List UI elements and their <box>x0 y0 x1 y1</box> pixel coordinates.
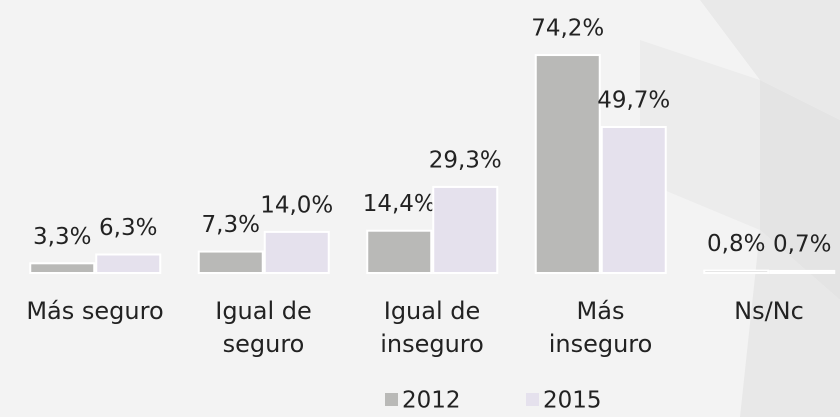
legend-swatch <box>385 393 398 406</box>
background-shape <box>740 230 840 417</box>
value-label: 3,3% <box>33 224 91 250</box>
bar <box>29 262 96 274</box>
x-tick-label: Ns/Nc <box>734 297 804 325</box>
bar <box>432 185 499 274</box>
bar <box>366 229 433 274</box>
value-label: 6,3% <box>99 215 157 241</box>
value-label: 49,7% <box>597 88 670 114</box>
bar <box>703 269 770 274</box>
value-label: 14,0% <box>260 192 333 218</box>
background-shape <box>700 0 840 120</box>
bar <box>769 269 836 275</box>
x-tick-label: Más inseguro <box>548 297 653 358</box>
bar <box>534 54 601 274</box>
bar <box>263 230 330 274</box>
legend-label: 2015 <box>543 388 602 414</box>
bar <box>95 253 162 274</box>
background-shape <box>640 40 760 230</box>
value-label: 0,8% <box>707 231 765 257</box>
value-label: 7,3% <box>202 212 260 238</box>
x-tick-label: Igual de seguro <box>215 297 312 358</box>
value-label: 0,7% <box>773 231 831 257</box>
value-label: 29,3% <box>429 147 502 173</box>
legend-label: 2012 <box>402 388 461 414</box>
background-shape <box>760 80 840 300</box>
x-tick-label: Igual de inseguro <box>380 297 484 358</box>
value-label: 74,2% <box>531 16 604 42</box>
x-tick-label: Más seguro <box>26 297 164 325</box>
legend-swatch <box>526 393 539 406</box>
bar <box>600 126 667 274</box>
bar <box>197 250 264 274</box>
value-label: 14,4% <box>363 191 436 217</box>
